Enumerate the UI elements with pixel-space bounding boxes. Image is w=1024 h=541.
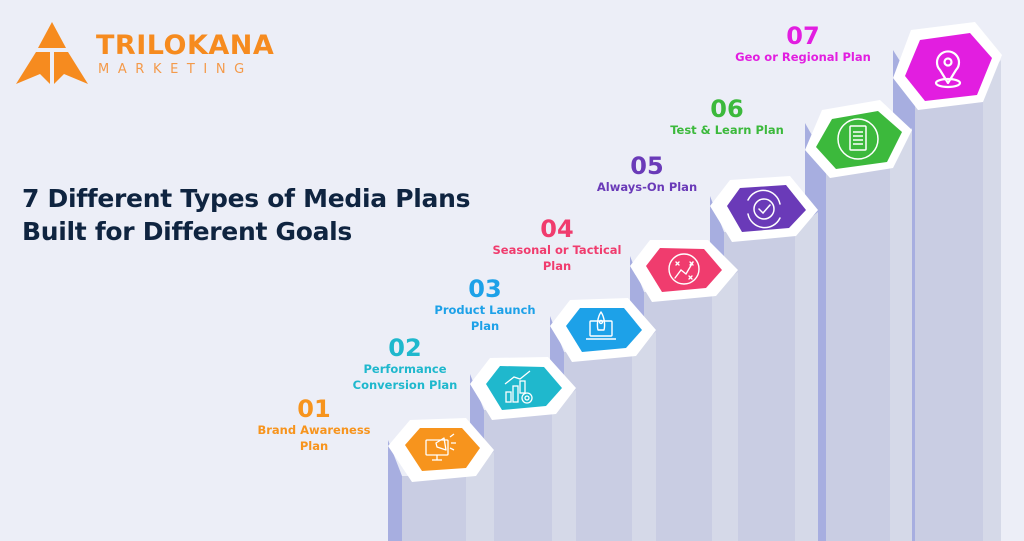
step-title-line: Always-On Plan — [596, 180, 698, 194]
page-title-line-2: Built for Different Goals — [22, 217, 353, 246]
step-number: 01 — [297, 395, 331, 423]
step-title-line: Seasonal or Tactical — [492, 243, 622, 257]
step-label-6: 06 Test & Learn Plan — [662, 96, 792, 138]
step-title-line: Geo or Regional Plan — [735, 50, 871, 64]
step-title-line: Plan — [470, 319, 500, 333]
step-title-line: Plan — [542, 259, 572, 273]
pillar-4 — [630, 240, 738, 541]
trilokana-logo-icon — [16, 22, 88, 84]
step-label-2: 02 Performance Conversion Plan — [340, 335, 470, 393]
pillar-6 — [805, 100, 912, 541]
step-title-line: Conversion Plan — [352, 378, 458, 392]
checklist-icon — [837, 118, 879, 160]
location-pin-icon — [934, 50, 962, 89]
pillar-3 — [550, 298, 656, 541]
pillar-2 — [470, 357, 576, 541]
step-label-3: 03 Product Launch Plan — [420, 276, 550, 334]
brand-tagline: MARKETING — [98, 62, 253, 77]
step-title-line: Performance — [363, 362, 447, 376]
brand-logo: TRILOKANA MARKETING — [16, 22, 286, 84]
megaphone-monitor-icon — [425, 433, 456, 461]
pillar-1 — [388, 418, 494, 541]
page-title-line-1: 7 Different Types of Media Plans — [22, 184, 471, 213]
step-label-4: 04 Seasonal or Tactical Plan — [482, 216, 632, 274]
strategy-chart-icon — [668, 253, 700, 285]
page-title: 7 Different Types of Media Plans Built f… — [22, 182, 470, 248]
step-title-line: Test & Learn Plan — [670, 123, 784, 137]
step-label-1: 01 Brand Awareness Plan — [250, 396, 378, 454]
refresh-check-icon — [747, 189, 781, 229]
rocket-laptop-icon — [586, 311, 616, 340]
step-title-line: Plan — [299, 439, 329, 453]
step-label-7: 07 Geo or Regional Plan — [728, 23, 878, 65]
step-number: 03 — [468, 275, 502, 303]
step-number: 04 — [540, 215, 574, 243]
step-title-line: Product Launch — [434, 303, 536, 317]
growth-chart-gear-icon — [504, 370, 533, 404]
step-number: 02 — [388, 334, 422, 362]
step-number: 05 — [630, 152, 664, 180]
step-number: 07 — [786, 22, 820, 50]
brand-name: TRILOKANA — [96, 30, 275, 61]
step-label-5: 05 Always-On Plan — [582, 153, 712, 195]
step-title-line: Brand Awareness — [257, 423, 371, 437]
step-number: 06 — [710, 95, 744, 123]
